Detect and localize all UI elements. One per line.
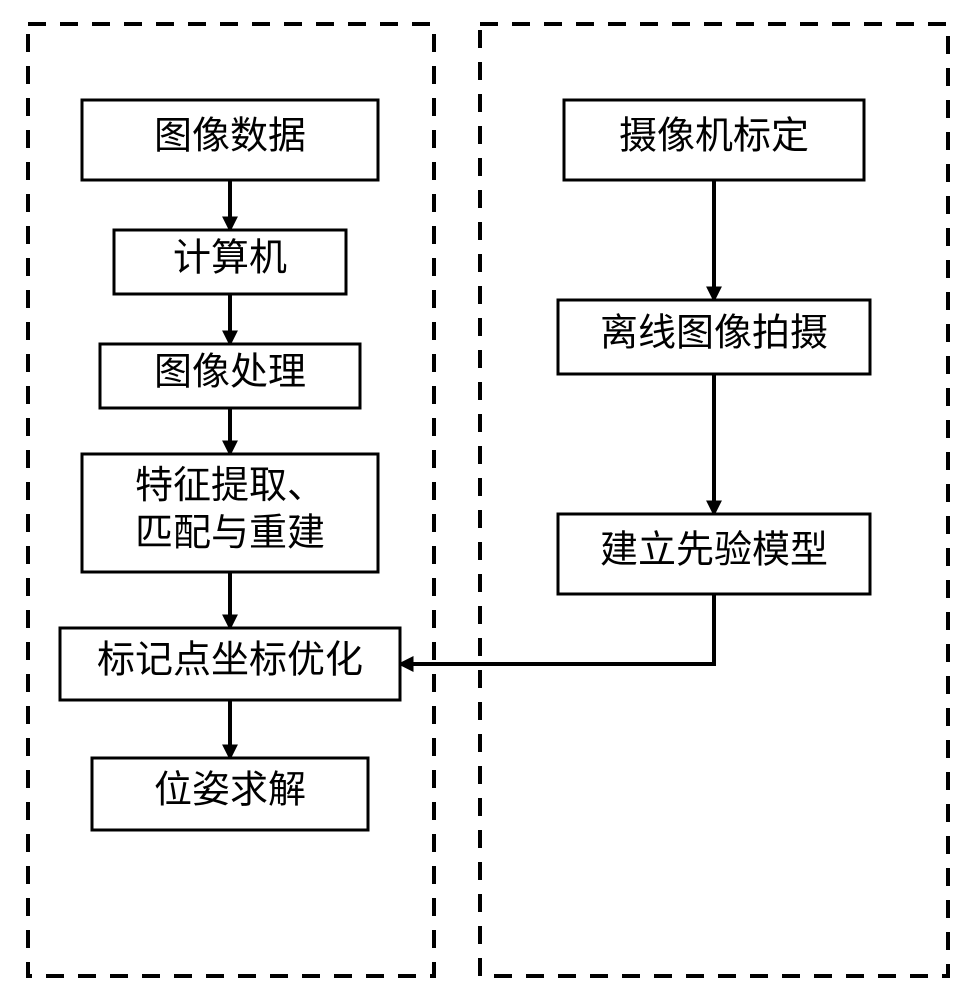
node-label: 特征提取、 <box>135 465 325 507</box>
node-label: 位姿求解 <box>154 770 306 812</box>
node-label: 计算机 <box>173 238 287 280</box>
node-feature-extraction: 特征提取、匹配与重建 <box>82 454 378 572</box>
flowchart-diagram: 图像数据计算机图像处理特征提取、匹配与重建标记点坐标优化位姿求解 摄像机标定离线图… <box>0 0 976 1000</box>
node-computer: 计算机 <box>114 230 346 294</box>
node-camera-calibration: 摄像机标定 <box>564 100 864 180</box>
node-label: 图像处理 <box>154 352 306 394</box>
node-marker-point-optimize: 标记点坐标优化 <box>60 628 400 700</box>
node-label: 图像数据 <box>154 116 306 158</box>
node-offline-image-capture: 离线图像拍摄 <box>558 300 870 374</box>
node-pose-solving: 位姿求解 <box>92 758 368 830</box>
node-label: 标记点坐标优化 <box>97 640 363 682</box>
node-image-data: 图像数据 <box>82 100 378 180</box>
node-label: 建立先验模型 <box>600 530 828 572</box>
node-label: 离线图像拍摄 <box>600 313 828 355</box>
node-image-processing: 图像处理 <box>100 344 360 408</box>
node-label: 匹配与重建 <box>135 512 325 554</box>
node-build-prior-model: 建立先验模型 <box>558 514 870 594</box>
edge-e8 <box>400 594 714 664</box>
node-label: 摄像机标定 <box>619 116 809 158</box>
